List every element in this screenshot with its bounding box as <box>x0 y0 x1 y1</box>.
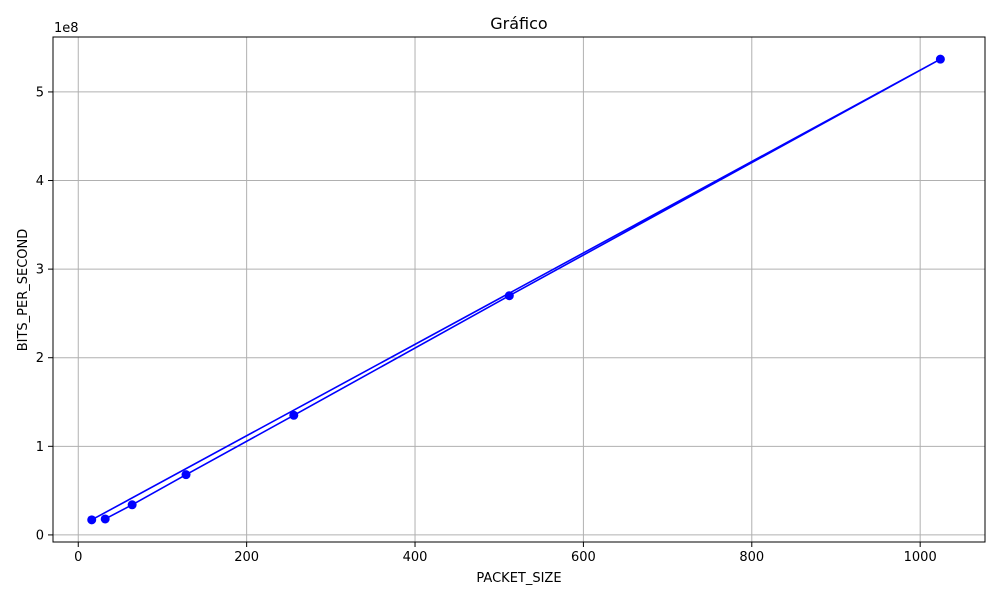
y-tick-label: 0 <box>36 528 44 543</box>
data-point <box>289 410 299 420</box>
series-layer <box>87 54 945 525</box>
data-point <box>100 514 110 524</box>
data-point <box>127 500 137 510</box>
x-tick-label: 400 <box>403 550 428 565</box>
x-tick-label: 800 <box>739 550 764 565</box>
plot-frame <box>52 36 986 543</box>
data-point <box>935 54 945 64</box>
grid <box>53 37 985 542</box>
y-tick-label: 1 <box>36 440 44 455</box>
y-axis: 0 1 2 3 4 5 <box>36 85 53 543</box>
x-tick-label: 200 <box>234 550 259 565</box>
x-axis: 0 200 400 600 800 1000 <box>74 542 937 565</box>
y-tick-label: 4 <box>36 174 44 189</box>
x-tick-label: 0 <box>74 550 82 565</box>
data-point <box>181 470 191 480</box>
x-tick-label: 1000 <box>904 550 937 565</box>
series-line <box>91 58 942 521</box>
y-axis-label: BITS_PER_SECOND <box>16 229 31 352</box>
x-tick-label: 600 <box>571 550 596 565</box>
y-tick-label: 3 <box>36 263 44 278</box>
x-axis-label: PACKET_SIZE <box>476 571 561 586</box>
data-point <box>87 515 97 525</box>
data-point <box>504 291 514 301</box>
y-offset-label: 1e8 <box>54 21 79 36</box>
chart-title: Gráfico <box>490 14 547 33</box>
y-tick-label: 5 <box>36 85 44 100</box>
y-tick-label: 2 <box>36 351 44 366</box>
